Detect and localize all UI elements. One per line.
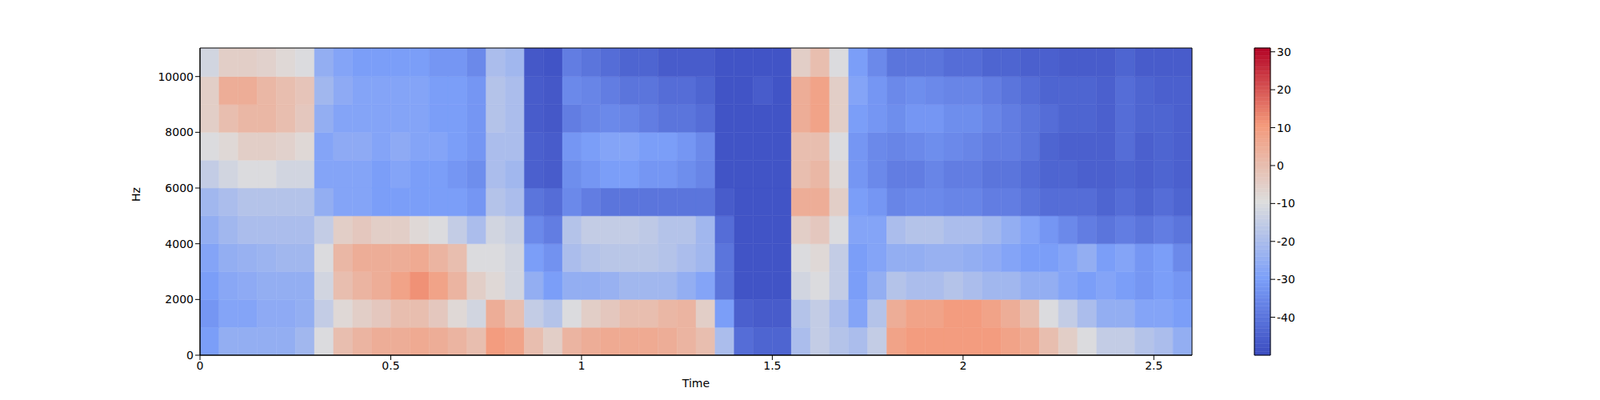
svg-text:1.5: 1.5 bbox=[763, 359, 781, 372]
svg-text:4000: 4000 bbox=[164, 237, 194, 251]
svg-text:10000: 10000 bbox=[157, 70, 194, 84]
svg-text:0: 0 bbox=[186, 348, 194, 362]
svg-text:1: 1 bbox=[577, 359, 585, 372]
svg-text:2.5: 2.5 bbox=[1144, 359, 1163, 372]
svg-text:0.5: 0.5 bbox=[381, 359, 400, 372]
svg-text:-20: -20 bbox=[1276, 235, 1296, 248]
svg-text:30: 30 bbox=[1276, 45, 1292, 59]
svg-text:Time: Time bbox=[681, 376, 710, 390]
svg-text:2: 2 bbox=[959, 359, 967, 372]
svg-text:10: 10 bbox=[1276, 121, 1292, 135]
svg-text:8000: 8000 bbox=[164, 125, 194, 139]
svg-text:0: 0 bbox=[196, 359, 204, 372]
svg-text:Hz: Hz bbox=[129, 187, 143, 202]
svg-text:-30: -30 bbox=[1276, 272, 1296, 286]
svg-text:0: 0 bbox=[1276, 159, 1284, 172]
svg-text:-10: -10 bbox=[1276, 196, 1296, 210]
svg-text:6000: 6000 bbox=[164, 181, 194, 195]
svg-text:2000: 2000 bbox=[164, 292, 194, 306]
svg-text:20: 20 bbox=[1276, 83, 1292, 96]
svg-text:-40: -40 bbox=[1276, 311, 1296, 324]
